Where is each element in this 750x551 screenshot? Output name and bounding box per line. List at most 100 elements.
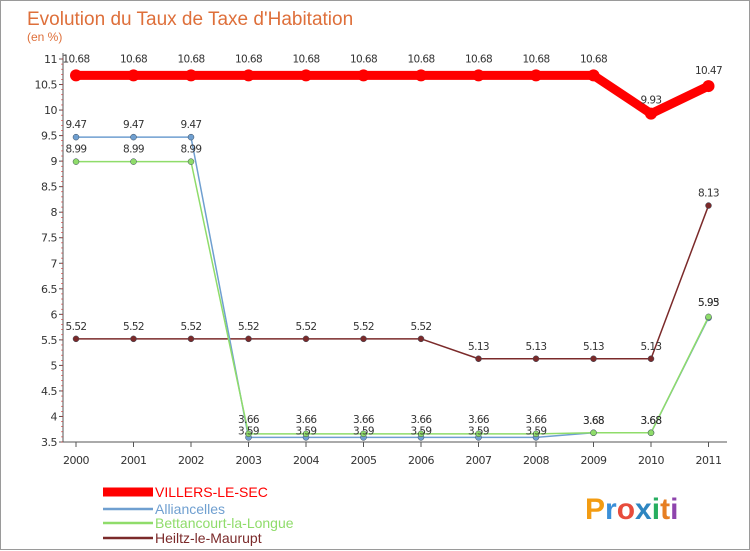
data-label: 10.68 (522, 53, 549, 65)
data-label: 3.59 (468, 425, 489, 437)
data-point (70, 69, 82, 82)
data-label: 9.47 (66, 119, 87, 131)
data-label: 3.66 (238, 414, 260, 426)
data-point (417, 335, 425, 343)
y-tick-label: 5.5 (41, 334, 57, 347)
data-label: 10.68 (465, 53, 492, 65)
data-label: 5.13 (468, 341, 489, 353)
data-label: 9.47 (181, 119, 202, 131)
x-tick-label: 2010 (638, 454, 664, 467)
data-point (130, 158, 137, 165)
y-ticks: 3.5 4 4.5 5 5.5 6 6.5 7 7.5 8 8.5 9 9.5 10 10.5 11 (35, 53, 63, 449)
data-point (702, 80, 715, 93)
data-point (72, 335, 80, 343)
data-label: 8.99 (181, 144, 202, 156)
series-line (76, 136, 710, 439)
data-label: 3.66 (468, 414, 490, 426)
data-point (475, 430, 482, 438)
data-point (302, 335, 310, 343)
data-point (72, 133, 80, 141)
data-label: 5.52 (123, 321, 144, 333)
data-label: 10.68 (407, 53, 434, 65)
chart-subtitle: (en %) (27, 30, 62, 44)
y-tick-label: 5 (51, 359, 58, 372)
x-tick-label: 2007 (466, 454, 492, 467)
chart-title: Evolution du Taux de Taxe d'Habitation (27, 9, 353, 30)
x-tick-label: 2002 (178, 454, 204, 467)
data-label: 3.59 (296, 425, 317, 437)
data-label: 3.59 (526, 425, 547, 437)
data-point (130, 335, 137, 343)
series-line (76, 160, 710, 435)
data-point (300, 69, 312, 82)
data-point (647, 429, 655, 437)
x-tick-label: 2000 (63, 454, 89, 467)
x-tick-label: 2009 (581, 454, 607, 467)
legend-label: Alliancelles (155, 501, 225, 517)
y-tick-label: 7.5 (41, 232, 57, 245)
data-point (705, 313, 712, 321)
data-label: 10.68 (235, 53, 262, 65)
data-label: 10.68 (62, 53, 89, 65)
data-label: 8.13 (698, 188, 719, 200)
y-tick-label: 8 (51, 206, 58, 219)
data-label: 5.13 (583, 341, 604, 353)
y-tick-label: 7 (51, 257, 58, 270)
data-label: 5.95 (698, 297, 719, 309)
series-3 (72, 202, 712, 363)
data-label: 5.52 (411, 321, 432, 333)
data-point (417, 430, 425, 438)
data-point (127, 69, 140, 82)
data-label: 3.66 (353, 414, 375, 426)
data-point (532, 430, 540, 438)
x-ticks: 2000 2001 2002 2003 2004 2005 2006 2007 2008 2009… (63, 442, 722, 467)
data-label: 5.93 (698, 297, 719, 309)
data-label: 5.52 (181, 321, 202, 333)
data-label: 5.52 (66, 321, 87, 333)
y-tick-label: 10.5 (35, 79, 58, 92)
data-point (472, 69, 485, 82)
data-label: 3.66 (526, 414, 548, 426)
data-label: 10.68 (177, 53, 204, 65)
proxiti-logo: Proxiti (585, 493, 678, 526)
data-point (475, 355, 482, 363)
y-tick-label: 9.5 (41, 130, 57, 143)
data-label: 3.59 (411, 425, 432, 437)
y-tick-label: 4.5 (41, 385, 57, 398)
x-tick-label: 2005 (351, 454, 377, 467)
data-point (357, 69, 370, 82)
legend-label: Heiltz-le-Maurupt (155, 530, 262, 546)
logo-letter: i (652, 493, 660, 526)
data-label: 10.47 (695, 65, 722, 77)
x-tick-label: 2003 (236, 454, 262, 467)
data-point (705, 202, 712, 209)
data-label: 8.99 (123, 144, 144, 156)
data-label: 3.68 (583, 415, 604, 427)
data-point (415, 69, 427, 82)
data-label: 5.52 (238, 321, 259, 333)
data-label: 3.59 (238, 425, 259, 437)
series-0 (70, 69, 715, 120)
data-label: 3.66 (296, 414, 318, 426)
data-point (242, 69, 255, 82)
data-point (587, 69, 600, 82)
x-tick-label: 2008 (523, 454, 549, 467)
data-label: 3.59 (353, 425, 374, 437)
logo-letter: r (605, 493, 617, 526)
data-point (72, 158, 80, 165)
logo-letter: P (585, 493, 605, 526)
data-label: 5.13 (641, 341, 662, 353)
y-tick-label: 11 (44, 53, 57, 66)
legend: VILLERS-LE-SECAlliancellesBettancourt-la… (103, 484, 294, 546)
data-label: 5.52 (353, 321, 374, 333)
data-label: 5.13 (526, 341, 547, 353)
logo-letter: x (635, 493, 652, 526)
data-point (360, 430, 367, 438)
legend-label: Bettancourt-la-Longue (155, 515, 294, 531)
series-1 (72, 133, 712, 441)
data-point (187, 133, 195, 141)
data-label: 10.68 (292, 53, 319, 65)
data-point (130, 133, 137, 141)
